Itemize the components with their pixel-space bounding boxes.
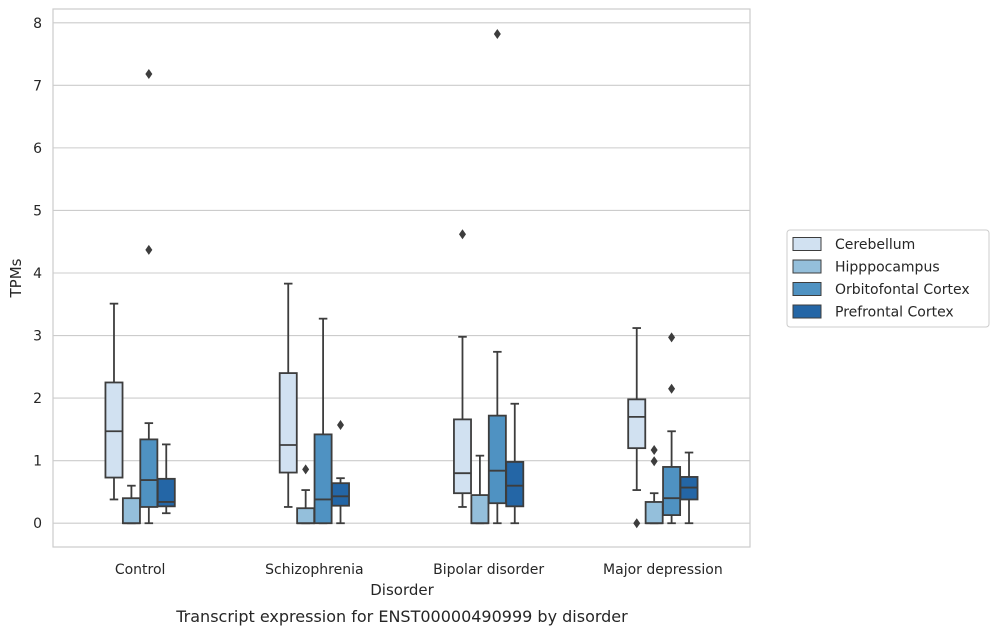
legend-label: Orbitofontal Cortex <box>835 282 970 298</box>
box-group <box>644 445 664 525</box>
y-axis-label: TPMs <box>7 258 25 298</box>
box <box>505 461 525 508</box>
x-axis-ticks: Control Schizophrenia Bipolar disorder Majo… <box>115 562 723 578</box>
box-group <box>331 420 350 525</box>
box <box>313 433 333 525</box>
legend-swatch <box>792 237 822 251</box>
outlier-point <box>145 244 153 255</box>
plot-frame <box>52 8 751 548</box>
box <box>104 381 124 479</box>
box-group <box>121 484 141 525</box>
y-tick-label: 6 <box>33 141 42 157</box>
plot-background <box>53 9 750 547</box>
box-group <box>679 451 699 525</box>
box-plots <box>104 29 699 529</box>
legend-label: Prefrontal Cortex <box>835 305 954 321</box>
x-tick-label: Major depression <box>603 562 723 578</box>
box-group <box>487 29 507 525</box>
y-tick-label: 5 <box>33 203 42 219</box>
y-tick-label: 2 <box>33 391 42 407</box>
y-tick-label: 3 <box>33 329 42 345</box>
box <box>156 477 176 508</box>
outlier-point <box>302 464 310 475</box>
box-group <box>505 402 525 525</box>
box-group <box>453 229 472 508</box>
box-group <box>104 302 124 501</box>
outlier-point <box>668 383 676 394</box>
legend-frame <box>786 229 990 328</box>
box-group <box>313 317 333 525</box>
legend: Cerebellum Hipppocampus Orbitofontal Corte… <box>786 229 990 328</box>
box <box>487 414 507 505</box>
box-group <box>278 282 298 508</box>
y-tick-label: 8 <box>33 16 42 32</box>
box <box>296 507 316 525</box>
legend-swatch <box>792 304 822 319</box>
box <box>121 497 141 525</box>
outlier-point <box>650 445 658 456</box>
outlier-point <box>145 69 153 80</box>
box <box>331 482 350 507</box>
outlier-point <box>668 332 676 343</box>
legend-swatch <box>792 259 822 274</box>
y-tick-label: 7 <box>33 78 42 94</box>
chart-caption: Transcript expression for ENST0000049099… <box>175 607 628 626</box>
box-group <box>627 327 647 529</box>
outlier-point <box>493 29 501 40</box>
box <box>278 372 298 474</box>
legend-label: Hipppocampus <box>835 260 940 276</box>
box-group <box>662 332 682 525</box>
box-group <box>156 443 176 515</box>
box <box>470 494 490 525</box>
y-tick-label: 1 <box>33 454 42 470</box>
outlier-point <box>650 456 658 467</box>
grid-lines <box>53 22 750 524</box>
x-tick-label: Bipolar disorder <box>433 562 544 578</box>
box <box>644 501 664 525</box>
box <box>139 438 159 508</box>
y-axis-ticks: 0 1 2 3 4 5 6 7 8 <box>33 16 42 532</box>
y-tick-label: 0 <box>33 516 42 532</box>
box <box>627 398 647 450</box>
box-group <box>139 69 159 525</box>
x-tick-label: Schizophrenia <box>265 562 363 578</box>
y-tick-label: 4 <box>33 266 42 282</box>
outlier-point <box>633 518 641 529</box>
x-axis-label: Disorder <box>370 581 434 599</box>
outlier-point <box>337 420 345 431</box>
x-tick-label: Control <box>115 562 166 578</box>
legend-label: Cerebellum <box>835 237 915 253</box>
box <box>453 418 472 495</box>
outlier-point <box>458 229 466 240</box>
legend-swatch <box>792 282 822 296</box>
box-group <box>470 454 490 525</box>
box <box>662 466 682 516</box>
